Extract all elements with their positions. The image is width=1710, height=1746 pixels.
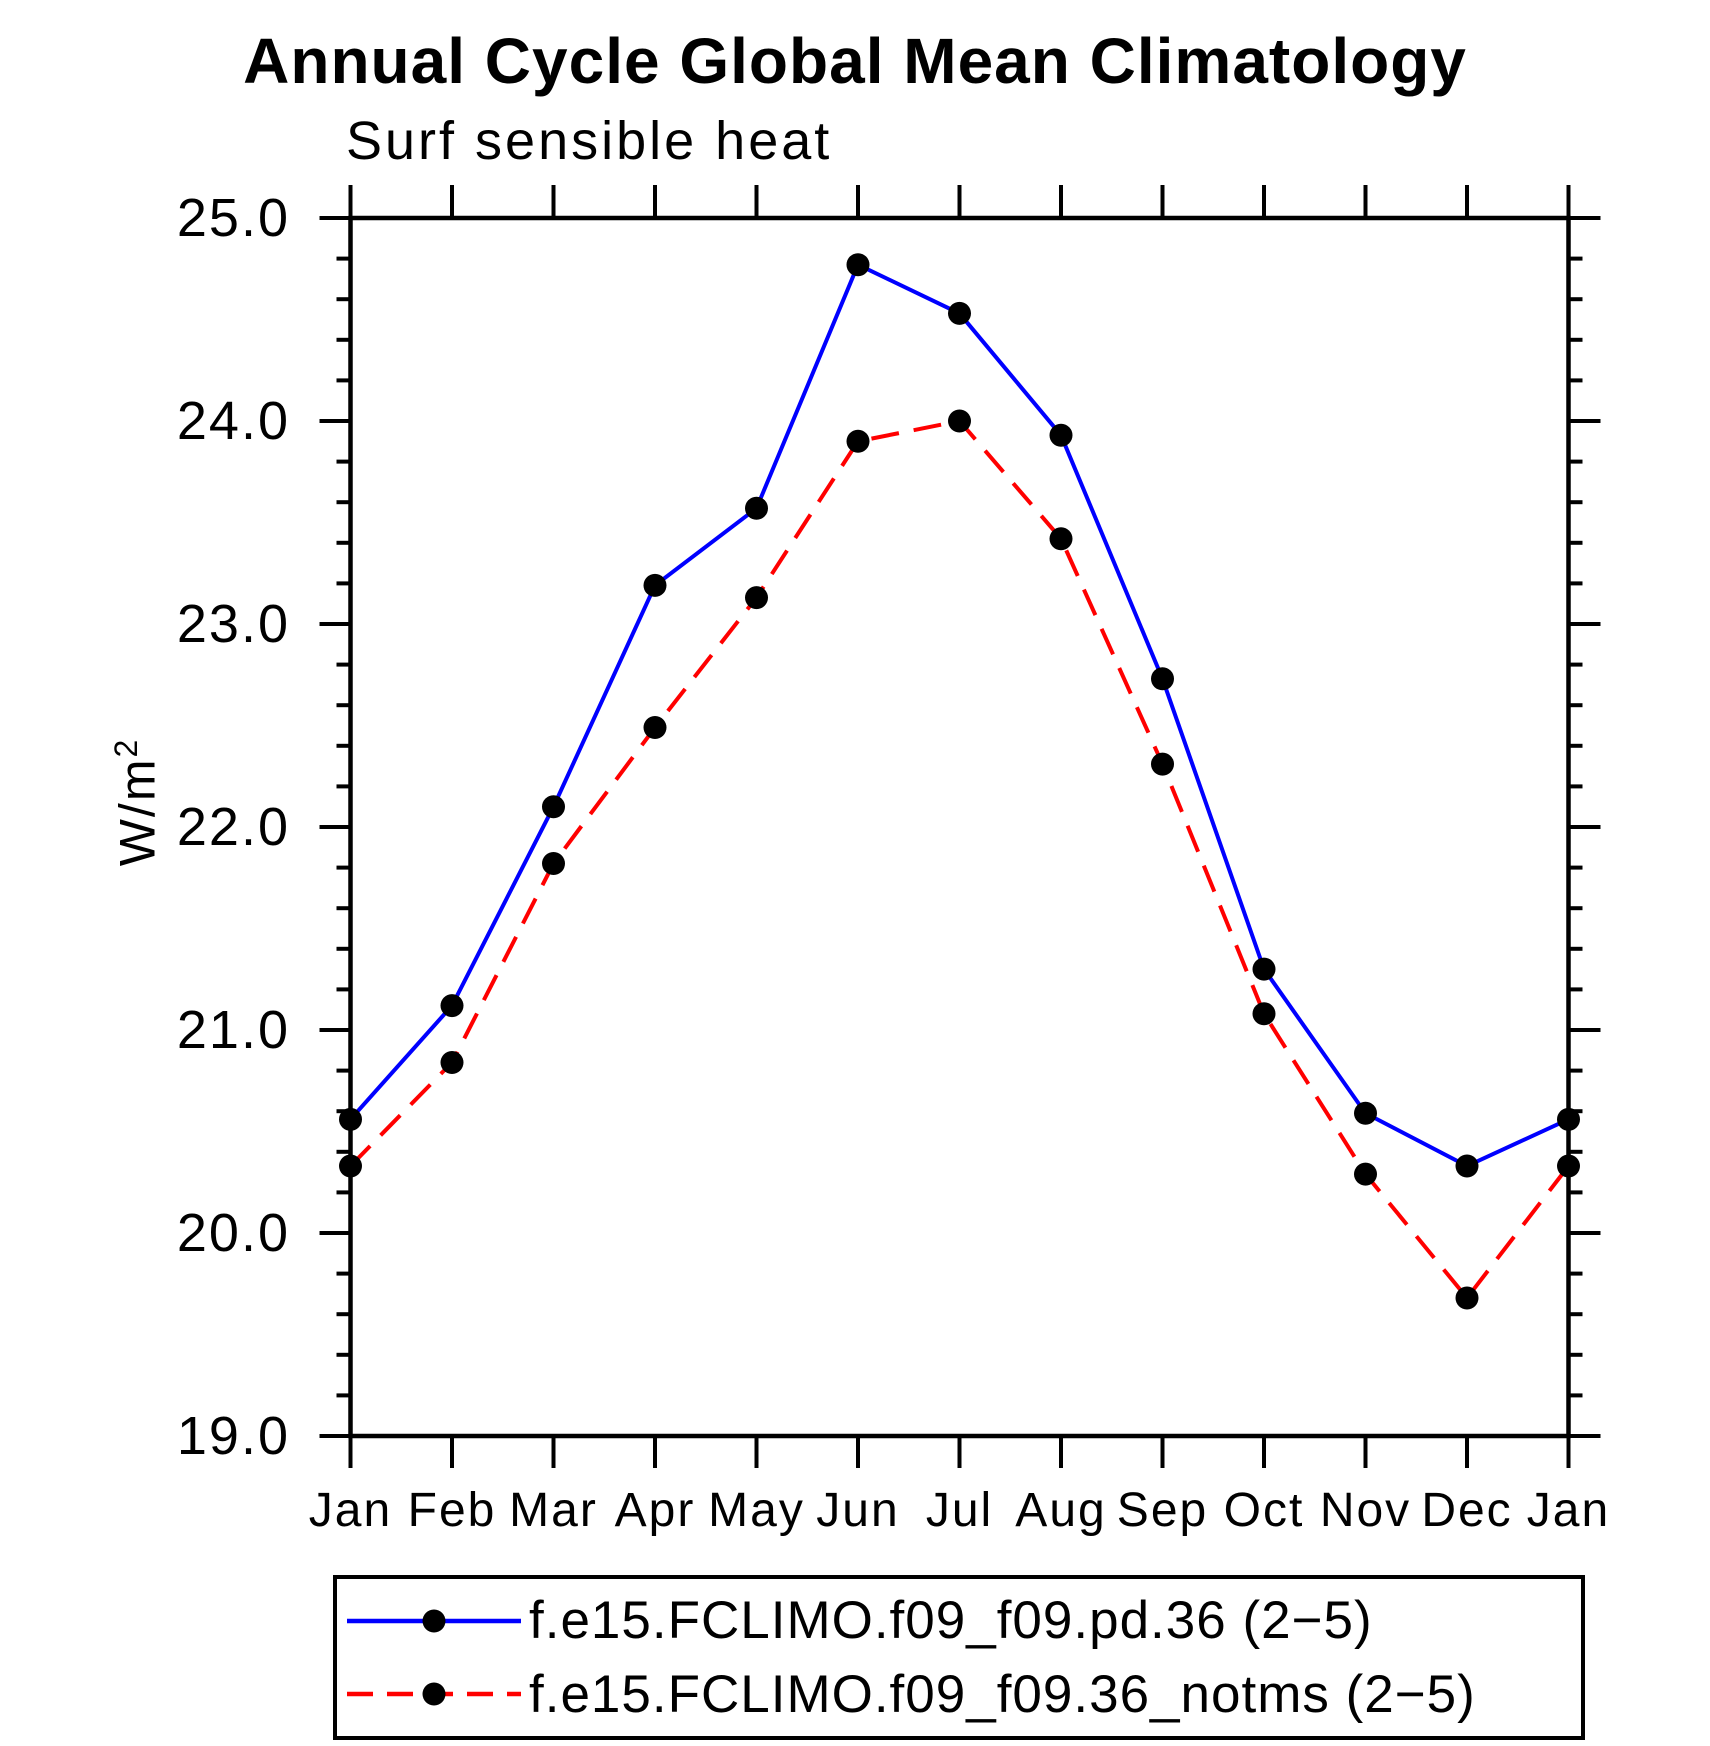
x-tick-label: May bbox=[708, 1484, 805, 1537]
data-point bbox=[542, 795, 565, 819]
data-point bbox=[1151, 752, 1174, 776]
x-tick-label: Sep bbox=[1116, 1484, 1209, 1537]
data-point bbox=[440, 994, 464, 1018]
data-point bbox=[643, 573, 667, 597]
legend-row: f.e15.FCLIMO.f09_f09.pd.36 (2−5) bbox=[345, 1589, 1581, 1653]
data-point bbox=[1049, 423, 1073, 447]
data-point bbox=[948, 301, 971, 325]
legend-row: f.e15.FCLIMO.f09_f09.36_notms (2−5) bbox=[345, 1662, 1581, 1726]
data-point bbox=[339, 1107, 362, 1131]
x-tick-label: Dec bbox=[1421, 1484, 1513, 1537]
x-tick-label: Jul bbox=[925, 1484, 994, 1537]
data-point bbox=[948, 409, 971, 433]
data-point bbox=[1252, 957, 1276, 981]
chart-subtitle: Surf sensible heat bbox=[346, 111, 833, 171]
y-tick-label: 22.0 bbox=[176, 797, 290, 857]
data-point bbox=[1557, 1107, 1580, 1131]
x-tick-label: Aug bbox=[1015, 1484, 1107, 1537]
series-line-1 bbox=[349, 418, 1571, 1302]
plot-frame bbox=[348, 215, 1571, 1439]
x-tick-label: Jan bbox=[1526, 1484, 1611, 1537]
data-point bbox=[846, 253, 870, 277]
data-point bbox=[1252, 1002, 1276, 1026]
data-point bbox=[1354, 1101, 1377, 1125]
data-point bbox=[745, 586, 768, 610]
legend-line-sample bbox=[347, 1682, 521, 1706]
legend-marker-icon bbox=[422, 1682, 446, 1706]
data-point bbox=[339, 1154, 362, 1178]
x-tick-label: Oct bbox=[1223, 1484, 1305, 1537]
data-point bbox=[846, 429, 870, 453]
chart-title: Annual Cycle Global Mean Climatology bbox=[243, 25, 1467, 97]
data-point bbox=[1354, 1162, 1377, 1186]
x-tick-label: Jan bbox=[308, 1484, 393, 1537]
legend-marker-icon bbox=[422, 1609, 446, 1633]
x-tick-label: Mar bbox=[509, 1484, 598, 1537]
legend-label: f.e15.FCLIMO.f09_f09.36_notms (2−5) bbox=[529, 1664, 1476, 1724]
data-point bbox=[1455, 1286, 1479, 1310]
x-tick-label: Apr bbox=[614, 1484, 696, 1537]
data-point bbox=[1049, 527, 1073, 551]
data-point bbox=[643, 716, 667, 740]
data-point bbox=[440, 1050, 464, 1074]
x-tick-label: Jun bbox=[816, 1484, 900, 1537]
legend-line-sample bbox=[347, 1609, 521, 1633]
legend-label: f.e15.FCLIMO.f09_f09.pd.36 (2−5) bbox=[529, 1591, 1373, 1651]
data-point bbox=[1455, 1154, 1479, 1178]
y-tick-label: 19.0 bbox=[176, 1406, 290, 1466]
data-point bbox=[1557, 1154, 1580, 1178]
y-tick-label: 24.0 bbox=[176, 391, 290, 451]
data-point bbox=[542, 852, 565, 876]
y-tick-label: 25.0 bbox=[176, 188, 290, 248]
series-line-0 bbox=[349, 261, 1570, 1169]
y-tick-label: 21.0 bbox=[176, 1000, 290, 1060]
data-point bbox=[1151, 667, 1174, 691]
x-tick-label: Feb bbox=[407, 1484, 497, 1537]
legend: f.e15.FCLIMO.f09_f09.pd.36 (2−5) f.e15.FC… bbox=[333, 1575, 1585, 1740]
x-tick-label: Nov bbox=[1319, 1484, 1412, 1537]
y-tick-label: 20.0 bbox=[176, 1203, 290, 1263]
data-point bbox=[745, 496, 768, 520]
y-tick-label: 23.0 bbox=[176, 594, 290, 654]
